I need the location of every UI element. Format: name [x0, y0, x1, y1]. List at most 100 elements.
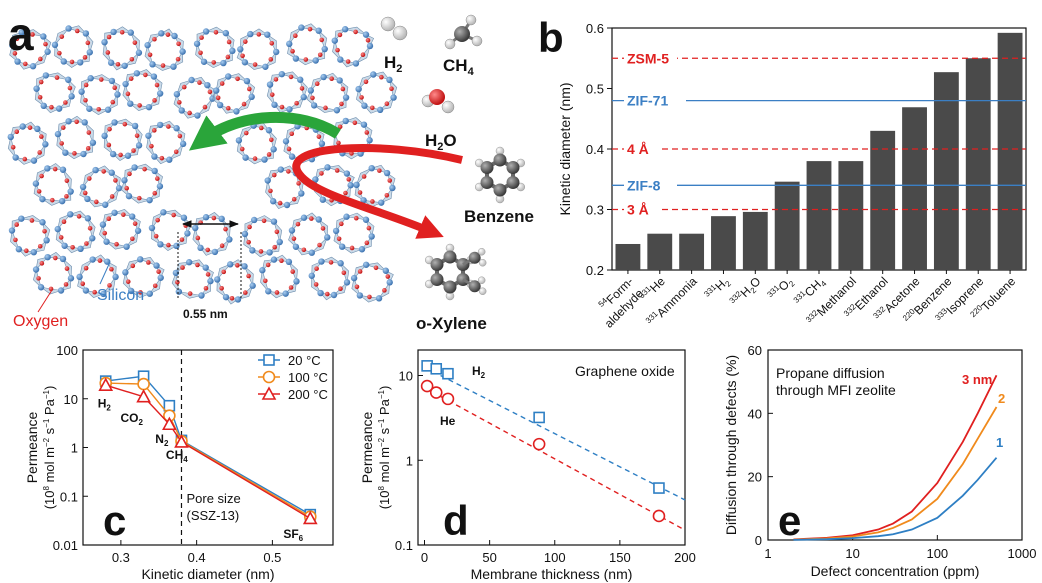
y-tick-label: 40: [748, 406, 762, 421]
marker-circle: [262, 370, 276, 384]
oxygen-atom: [22, 61, 28, 67]
oxygen-atom: [96, 106, 102, 112]
oxygen-atom: [277, 200, 283, 206]
oxygen-atom: [195, 262, 200, 268]
silicon-atom: [355, 85, 362, 93]
silicon-atom: [111, 119, 118, 126]
oxygen-atom: [258, 249, 264, 254]
oxygen-atom: [136, 195, 142, 201]
silicon-atom: [321, 45, 328, 53]
oxygen-atom: [272, 244, 277, 250]
silicon-atom: [307, 87, 314, 94]
oxygen-atom: [175, 279, 180, 285]
silicon-atom: [127, 29, 134, 36]
oxygen-atom: [152, 283, 158, 289]
chart-title: through MFI zeolite: [776, 382, 896, 398]
silicon-atom: [276, 238, 283, 246]
oxygen-atom: [223, 226, 228, 232]
oxygen-atom: [357, 269, 363, 274]
oxygen-atom: [290, 269, 296, 274]
silicon-atom: [151, 167, 158, 175]
oxygen-atom: [160, 63, 166, 68]
silicon-atom: [124, 152, 132, 159]
oxygen-atom: [341, 270, 347, 276]
silicon-atom: [225, 73, 232, 80]
oxygen-atom: [207, 89, 213, 95]
silicon-atom: [362, 216, 370, 223]
oxygen-atom: [67, 85, 73, 91]
silicon-atom: [156, 183, 164, 190]
silicon-atom: [34, 125, 41, 133]
silicon-atom: [156, 121, 164, 129]
oxygen-atom: [97, 258, 103, 263]
silicon-atom: [33, 85, 40, 92]
panel-b: b 0.2 0.3 0.4 0.5 0.6 Kinetic diameter (nm) ZSM…: [538, 14, 1027, 331]
fit-line: [424, 386, 686, 531]
oxygen-atom: [130, 236, 135, 242]
silicon-atom: [122, 80, 129, 88]
silicon-atom: [324, 234, 331, 241]
oxygen-atom: [246, 273, 251, 279]
silicon-atom: [30, 248, 37, 256]
reference-label-bg: [624, 48, 677, 67]
silicon-atom: [298, 24, 305, 31]
oxygen-atom: [317, 242, 322, 248]
oxygen-atom: [256, 32, 262, 37]
x-tick-label: 100: [544, 550, 566, 565]
bar: [997, 32, 1023, 271]
oxygen-atom: [205, 247, 211, 253]
silicon-atom: [370, 71, 377, 78]
oxygen-atom: [151, 128, 157, 133]
silicon-atom: [173, 125, 180, 132]
oxygen-atom: [37, 150, 42, 155]
silicon-atom: [378, 199, 385, 206]
oxygen-atom: [127, 171, 132, 177]
silicon-atom: [121, 62, 128, 69]
oxygen-atom: [175, 56, 181, 62]
oxygen-atom: [99, 77, 104, 82]
silicon-atom: [298, 190, 305, 197]
oxygen-atom: [176, 41, 181, 47]
silicon-atom: [149, 61, 156, 68]
silicon-label: Silicon: [97, 287, 144, 304]
silicon-atom: [153, 262, 160, 269]
reference-label-bg: [624, 199, 659, 218]
panel-e: 0 20 40 60 1 10 100 1000 Defect concentration (p…: [723, 343, 1036, 579]
silicon-atom: [242, 154, 249, 161]
silicon-atom: [235, 137, 243, 144]
oxygen-atom: [106, 142, 112, 148]
marker-triangle: [98, 377, 114, 391]
silicon-atom: [193, 40, 201, 47]
oxygen-atom: [319, 171, 324, 176]
silicon-atom: [173, 90, 181, 98]
oxygen-atom: [38, 56, 43, 62]
silicon-atom: [237, 46, 244, 53]
oxygen-atom: [353, 215, 359, 221]
silicon-atom: [127, 287, 135, 295]
silicon-atom: [156, 90, 164, 97]
bar: [902, 107, 927, 270]
oxygen-atom: [42, 228, 47, 234]
zeolite-framework: [7, 23, 398, 305]
oxygen-atom: [221, 269, 227, 275]
silicon-atom: [317, 289, 324, 297]
oxygen-atom: [121, 212, 126, 217]
red-arrow: [292, 144, 463, 239]
silicon-atom: [265, 127, 273, 134]
oxygen-atom: [153, 233, 159, 239]
ch4-label: CH4: [443, 56, 475, 78]
silicon-atom: [89, 139, 97, 146]
oxygen-atom: [105, 50, 111, 55]
oxygen-atom: [63, 100, 68, 105]
silicon-atom: [82, 30, 90, 37]
silicon-atom: [40, 33, 47, 40]
oxygen-atom: [63, 282, 69, 287]
silicon-atom: [331, 37, 338, 44]
oxygen-atom: [240, 53, 245, 59]
silicon-atom: [59, 166, 67, 173]
silicon-atom: [241, 230, 249, 238]
silicon-atom: [80, 150, 87, 158]
oxygen-atom: [219, 81, 225, 86]
oxygen-atom: [290, 48, 295, 54]
